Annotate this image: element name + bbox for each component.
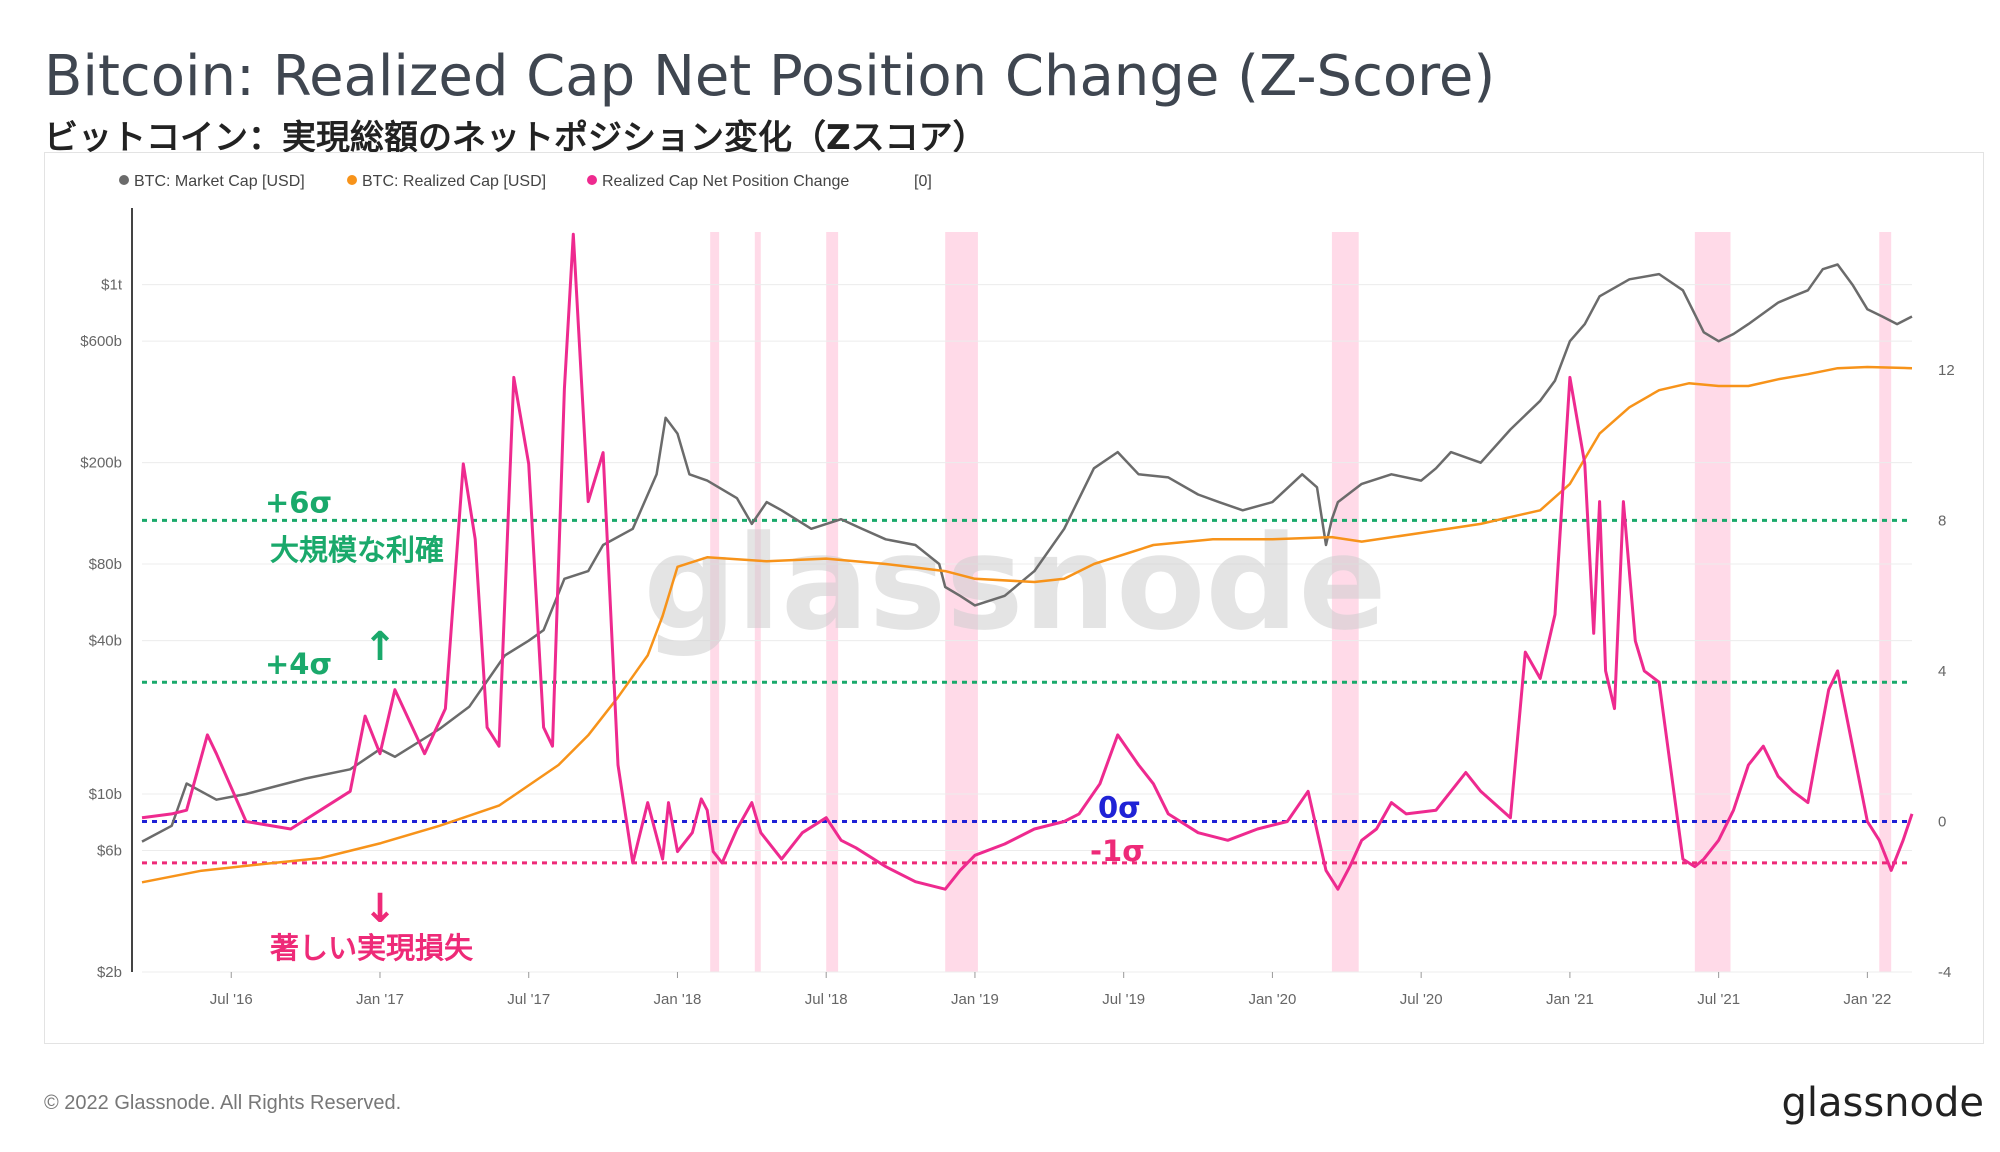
chart-panel — [44, 152, 1984, 1044]
shaded-period-2 — [826, 232, 839, 972]
x-tick-4: Jul '18 — [805, 991, 848, 1008]
legend-label-net-position[interactable]: Realized Cap Net Position Change — [602, 173, 849, 190]
legend-marker-realized-cap — [347, 175, 357, 185]
brand-logo: glassnode — [1781, 1080, 1984, 1126]
legend-label-realized-cap[interactable]: BTC: Realized Cap [USD] — [362, 173, 546, 190]
y-left-tick-2: $200b — [80, 455, 122, 472]
series-net-position — [141, 232, 1914, 891]
y-left-tick-5: $10b — [89, 786, 122, 803]
shaded-period-1 — [754, 232, 761, 972]
y-right-tick-2: 4 — [1938, 663, 1946, 680]
series-market-cap — [141, 263, 1913, 843]
x-tick-7: Jan '20 — [1248, 991, 1296, 1008]
legend: BTC: Market Cap [USD] BTC: Realized Cap … — [119, 173, 932, 190]
chart-subtitle: ビットコイン：実現総額のネットポジション変化（Zスコア） — [44, 118, 987, 158]
x-tick-0: Jul '16 — [210, 991, 253, 1008]
y-right-ticks: 12 8 4 0 -4 — [1938, 362, 1955, 981]
y-left-tick-6: $6b — [97, 842, 122, 859]
y-left-tick-1: $600b — [80, 333, 122, 350]
chart-title: Bitcoin: Realized Cap Net Position Chang… — [44, 44, 1496, 109]
x-ticks: Jul '16 Jan '17 Jul '17 Jan '18 Jul '18 Jan '… — [210, 972, 1891, 1008]
gridlines — [142, 284, 1912, 973]
legend-label-zero[interactable]: [0] — [914, 173, 932, 190]
y-right-tick-4: -4 — [1938, 964, 1951, 981]
y-left-tick-4: $40b — [89, 633, 122, 650]
legend-marker-market-cap — [119, 175, 129, 185]
legend-marker-net-position — [587, 175, 597, 185]
shaded-periods — [710, 232, 1892, 972]
watermark-text: glassnode — [643, 507, 1386, 659]
sigma-lines: +6σ +4σ 0σ -1σ — [142, 485, 1912, 868]
y-right-tick-0: 12 — [1938, 362, 1955, 379]
x-tick-11: Jan '22 — [1843, 991, 1891, 1008]
annotation-arrow-down: ↓ — [363, 886, 397, 932]
x-tick-6: Jul '19 — [1102, 991, 1145, 1008]
shaded-period-6 — [1879, 232, 1892, 972]
annotation-arrow-up: ↑ — [363, 624, 397, 670]
x-tick-9: Jan '21 — [1546, 991, 1594, 1008]
sigma-label-1: +4σ — [265, 647, 332, 681]
series-lines — [141, 232, 1914, 891]
annotation-realized-loss: 著しい実現損失 — [270, 931, 474, 965]
sigma-label-3: -1σ — [1090, 834, 1145, 868]
x-tick-10: Jul '21 — [1697, 991, 1740, 1008]
y-right-tick-1: 8 — [1938, 512, 1946, 529]
legend-label-market-cap[interactable]: BTC: Market Cap [USD] — [134, 173, 305, 190]
x-tick-1: Jan '17 — [356, 991, 404, 1008]
shaded-period-3 — [945, 232, 978, 972]
y-left-tick-0: $1t — [101, 277, 123, 294]
y-left-tick-3: $80b — [89, 556, 122, 573]
y-left-ticks: $1t $600b $200b $80b $40b $10b $6b $2b — [80, 277, 123, 981]
x-tick-5: Jan '19 — [951, 991, 999, 1008]
shaded-period-0 — [710, 232, 720, 972]
shaded-period-4 — [1331, 232, 1359, 972]
copyright-text: © 2022 Glassnode. All Rights Reserved. — [44, 1092, 402, 1114]
annotation-profit-taking: 大規模な利確 — [270, 533, 444, 567]
series-realized-cap — [141, 365, 1913, 884]
y-right-tick-3: 0 — [1938, 813, 1946, 830]
x-tick-2: Jul '17 — [507, 991, 550, 1008]
sigma-label-2: 0σ — [1098, 790, 1141, 824]
annotations: 大規模な利確 ↑ ↓ 著しい実現損失 — [270, 533, 474, 965]
x-tick-8: Jul '20 — [1400, 991, 1443, 1008]
x-tick-3: Jan '18 — [654, 991, 702, 1008]
sigma-label-0: +6σ — [265, 485, 332, 519]
y-left-tick-7: $2b — [97, 964, 122, 981]
